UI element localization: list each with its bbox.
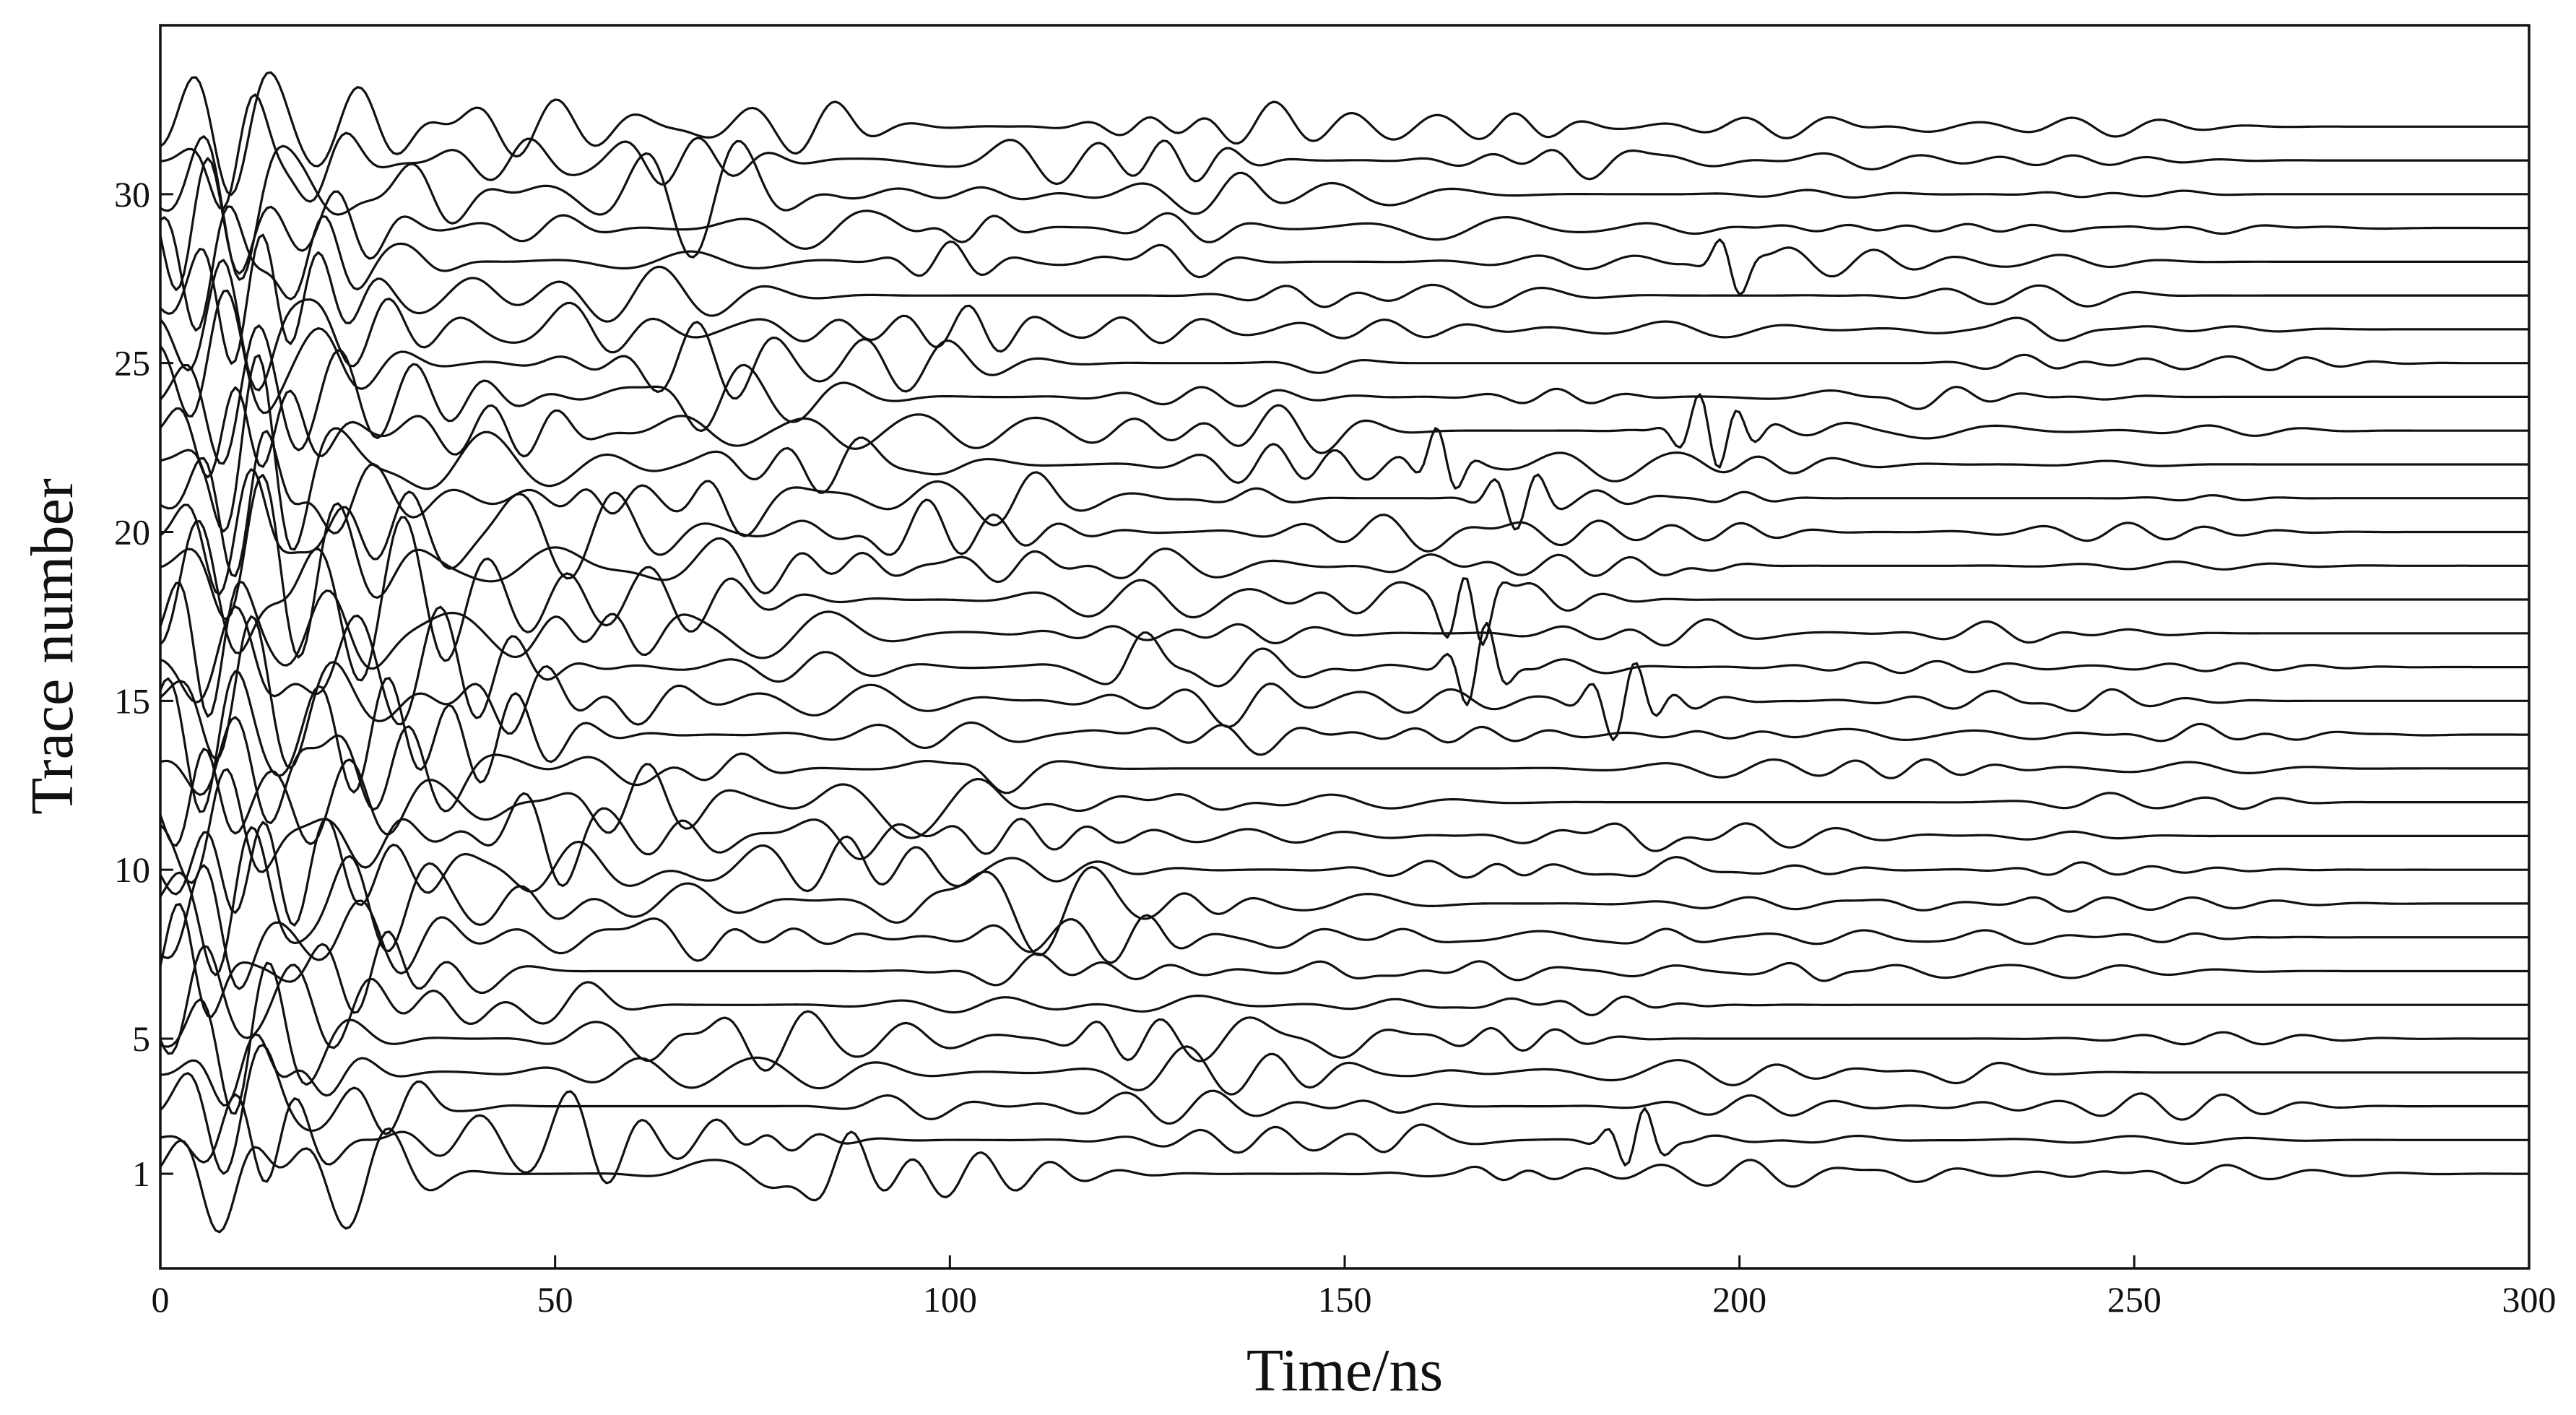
x-axis-ticks: 0 50 100 150 200 250 300 bbox=[152, 1255, 2557, 1320]
x-tick-label: 50 bbox=[537, 1279, 573, 1320]
trace-line-6 bbox=[159, 945, 2529, 1055]
trace-line-5 bbox=[160, 961, 2529, 1115]
y-axis-title: Trace number bbox=[19, 478, 86, 815]
y-tick-label: 30 bbox=[114, 174, 150, 215]
y-tick-label: 20 bbox=[114, 511, 150, 552]
trace-line-18 bbox=[159, 516, 2529, 682]
trace-line-3 bbox=[159, 1044, 2529, 1175]
y-tick-label: 1 bbox=[132, 1154, 150, 1194]
x-axis-title: Time/ns bbox=[1246, 1337, 1443, 1404]
y-tick-label: 15 bbox=[114, 680, 150, 721]
trace-line-23 bbox=[159, 386, 2529, 479]
x-tick-label: 150 bbox=[1318, 1279, 1372, 1320]
trace-line-26 bbox=[159, 259, 2529, 391]
y-tick-label: 25 bbox=[114, 343, 150, 384]
trace-line-10 bbox=[159, 817, 2529, 927]
x-tick-label: 100 bbox=[923, 1279, 977, 1320]
trace-line-28 bbox=[160, 205, 2529, 332]
y-tick-label: 10 bbox=[114, 849, 150, 890]
x-tick-label: 250 bbox=[2107, 1279, 2161, 1320]
trace-line-11 bbox=[159, 768, 2529, 888]
trace-line-29 bbox=[159, 157, 2529, 291]
trace-line-2 bbox=[160, 1090, 2529, 1185]
trace-line-22 bbox=[160, 354, 2529, 551]
trace-line-15 bbox=[159, 615, 2529, 769]
trace-line-30 bbox=[160, 135, 2529, 281]
trace-line-17 bbox=[159, 580, 2529, 718]
trace-line-32 bbox=[160, 71, 2529, 196]
trace-line-13 bbox=[160, 716, 2529, 825]
trace-line-25 bbox=[159, 289, 2529, 417]
trace-line-19 bbox=[160, 474, 2529, 659]
x-tick-label: 0 bbox=[152, 1279, 170, 1320]
plot-frame bbox=[159, 24, 2531, 1270]
y-tick-label: 5 bbox=[132, 1018, 150, 1059]
trace-line-8 bbox=[160, 864, 2529, 990]
x-tick-label: 300 bbox=[2502, 1279, 2557, 1320]
trace-lines bbox=[159, 71, 2529, 1234]
trace-line-16 bbox=[160, 605, 2529, 726]
trace-line-14 bbox=[159, 670, 2529, 813]
trace-line-12 bbox=[159, 748, 2529, 847]
trace-line-1 bbox=[159, 1127, 2529, 1234]
trace-line-24 bbox=[159, 324, 2529, 465]
trace-line-4 bbox=[160, 1033, 2529, 1107]
x-tick-label: 200 bbox=[1712, 1279, 1766, 1320]
trace-line-7 bbox=[159, 903, 2529, 1018]
trace-line-21 bbox=[160, 430, 2529, 578]
trace-line-31 bbox=[160, 93, 2529, 210]
trace-line-27 bbox=[159, 233, 2529, 365]
trace-line-9 bbox=[159, 826, 2529, 977]
trace-line-20 bbox=[159, 468, 2529, 596]
